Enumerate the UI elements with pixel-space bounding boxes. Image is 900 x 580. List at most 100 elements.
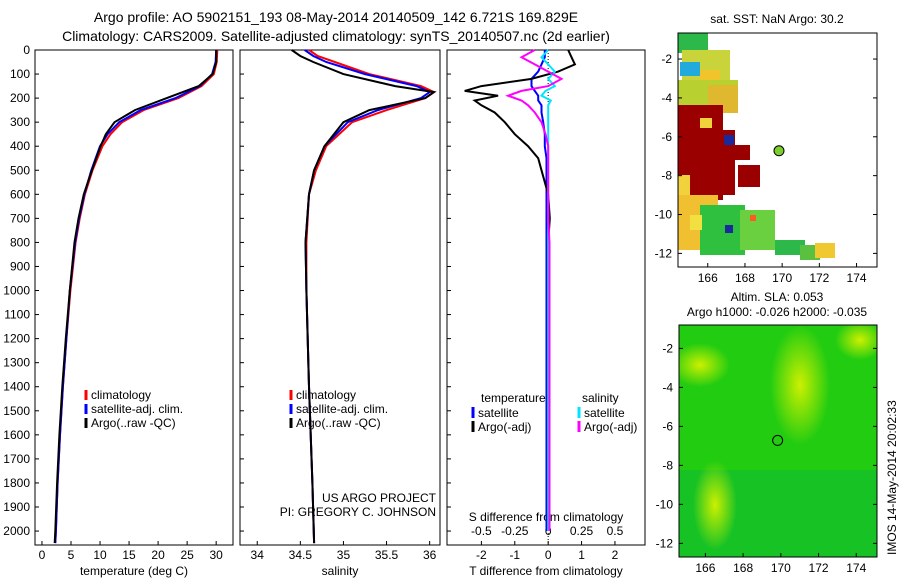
x-tick-label: 20 bbox=[151, 548, 165, 562]
lon-tick-label: 166 bbox=[695, 561, 715, 575]
lat-tick-label: -10 bbox=[655, 208, 673, 222]
credit-pi: PI: GREGORY C. JOHNSON bbox=[280, 505, 436, 519]
y-tick-label: 1300 bbox=[3, 356, 30, 370]
lon-tick-label: 166 bbox=[698, 271, 718, 285]
x-tick-label: 34.5 bbox=[289, 548, 313, 562]
sst-pixel-block bbox=[724, 135, 734, 145]
lat-tick-label: -12 bbox=[656, 536, 674, 550]
sst-pixel-block bbox=[690, 215, 702, 230]
x-tick-label: 2 bbox=[612, 548, 619, 562]
sla-high-region bbox=[679, 343, 730, 387]
sst-pixel-block bbox=[678, 33, 708, 53]
x-axis-label: T difference from climatology bbox=[469, 564, 623, 578]
x-tick-label: -1 bbox=[509, 548, 520, 562]
x2-tick-label: 0.5 bbox=[607, 524, 624, 538]
y-tick-label: 400 bbox=[10, 139, 30, 153]
y-tick-label: 1900 bbox=[3, 500, 30, 514]
y-tick-label: 900 bbox=[10, 259, 30, 273]
sla-high-region bbox=[770, 325, 830, 445]
lat-tick-label: -2 bbox=[661, 52, 672, 66]
sst-pixel-block bbox=[700, 70, 720, 80]
sst-pixel-block bbox=[735, 145, 750, 160]
x-axis-label: temperature (deg C) bbox=[80, 564, 188, 578]
x-tick-label: 5 bbox=[68, 548, 75, 562]
legend-label: satellite-adj. clim. bbox=[296, 402, 388, 416]
legend-label: Argo(-adj) bbox=[478, 420, 531, 434]
map-sla: 166 168 170 172 174 -2 -4 -6 -8 -10 -12 bbox=[656, 324, 878, 575]
lat-tick-label: -4 bbox=[662, 380, 673, 394]
lat-tick-label: -12 bbox=[655, 246, 673, 260]
legend-heading: temperature bbox=[481, 391, 546, 405]
legend-label: satellite bbox=[584, 406, 625, 420]
y-tick-label: 1400 bbox=[3, 380, 30, 394]
y-tick-label: 800 bbox=[10, 235, 30, 249]
lon-tick-label: 172 bbox=[809, 561, 829, 575]
lat-tick-label: -8 bbox=[662, 458, 673, 472]
y-tick-label: 1200 bbox=[3, 332, 30, 346]
y-tick-label: 1600 bbox=[3, 428, 30, 442]
sla-high-region bbox=[693, 460, 737, 550]
map-frame bbox=[677, 32, 878, 268]
legend-heading: salinity bbox=[582, 391, 619, 405]
y-tick-label: 1700 bbox=[3, 452, 30, 466]
lon-tick-label: 170 bbox=[771, 561, 791, 575]
y-tick-label: 700 bbox=[10, 211, 30, 225]
x-tick-label: -2 bbox=[476, 548, 487, 562]
x-tick-label: 35.5 bbox=[375, 548, 399, 562]
y-tick-label: 300 bbox=[10, 115, 30, 129]
y-tick-label: 0 bbox=[23, 43, 30, 57]
y-tick-label: 1100 bbox=[4, 308, 30, 322]
y-tick-label: 1500 bbox=[3, 404, 30, 418]
title-line-2: Climatology: CARS2009. Satellite-adjuste… bbox=[62, 28, 610, 44]
legend-label: climatology bbox=[296, 388, 356, 402]
sst-pixel-block bbox=[700, 205, 745, 255]
legend-label: satellite-adj. clim. bbox=[91, 402, 183, 416]
y-tick-label: 200 bbox=[10, 91, 30, 105]
y-tick-label: 600 bbox=[10, 187, 30, 201]
sst-map-title: sat. SST: NaN Argo: 30.2 bbox=[710, 12, 844, 26]
map-sst: 166 168 170 172 174 -2 -4 -6 -8 -10 -12 bbox=[655, 32, 878, 285]
sst-pixel-block bbox=[815, 243, 835, 258]
lat-tick-label: -6 bbox=[662, 419, 673, 433]
sst-pixel-block bbox=[680, 62, 700, 76]
sla-map-title: Altim. SLA: 0.053 bbox=[731, 290, 824, 304]
lat-tick-label: -10 bbox=[656, 497, 674, 511]
lon-tick-label: 168 bbox=[735, 271, 755, 285]
y-tick-label: 100 bbox=[10, 67, 30, 81]
plot-frame bbox=[239, 49, 441, 546]
x-tick-label: 34 bbox=[251, 548, 265, 562]
x-tick-label: 36 bbox=[423, 548, 437, 562]
x-tick-label: 1 bbox=[578, 548, 585, 562]
sst-pixel-block bbox=[738, 165, 760, 187]
sst-pixel-block bbox=[678, 175, 690, 195]
sst-pixel-block bbox=[700, 118, 712, 128]
lat-tick-label: -4 bbox=[661, 91, 672, 105]
sst-pixel-block bbox=[725, 225, 733, 233]
argo-float-marker bbox=[773, 145, 785, 157]
x-tick-label: 30 bbox=[209, 548, 223, 562]
y-tick-label: 1800 bbox=[3, 476, 30, 490]
series-line-t-satellite bbox=[530, 50, 548, 531]
sst-pixel-block bbox=[775, 240, 805, 255]
x-tick-label: 25 bbox=[180, 548, 194, 562]
legend-label: satellite bbox=[478, 406, 519, 420]
x-tick-label: 0 bbox=[39, 548, 46, 562]
x-axis-label: salinity bbox=[322, 564, 359, 578]
sst-pixel-block bbox=[750, 215, 756, 221]
lat-tick-label: -8 bbox=[661, 169, 672, 183]
map-field bbox=[678, 33, 877, 267]
y-tick-label: 2000 bbox=[3, 524, 30, 538]
imos-timestamp: IMOS 14-May-2014 20:02:33 bbox=[885, 400, 899, 555]
lon-tick-label: 174 bbox=[846, 561, 866, 575]
title-line-1: Argo profile: AO 5902151_193 08-May-2014… bbox=[94, 9, 578, 25]
panel-sal: 34 34.5 35 35.5 36 salinity climatologysatelli… bbox=[239, 49, 441, 578]
series-line-s-argo-adj- bbox=[505, 49, 564, 531]
map-field bbox=[679, 325, 877, 557]
x-tick-label: 15 bbox=[122, 548, 136, 562]
legend-label: Argo(..raw -QC) bbox=[91, 416, 176, 430]
legend-label: climatology bbox=[91, 388, 151, 402]
x2-tick-label: 0.25 bbox=[570, 524, 594, 538]
panel-diff: -2 -1 0 1 2 T difference from climatology -0.5… bbox=[446, 49, 646, 578]
lon-tick-label: 170 bbox=[772, 271, 792, 285]
x-tick-label: 35 bbox=[337, 548, 351, 562]
